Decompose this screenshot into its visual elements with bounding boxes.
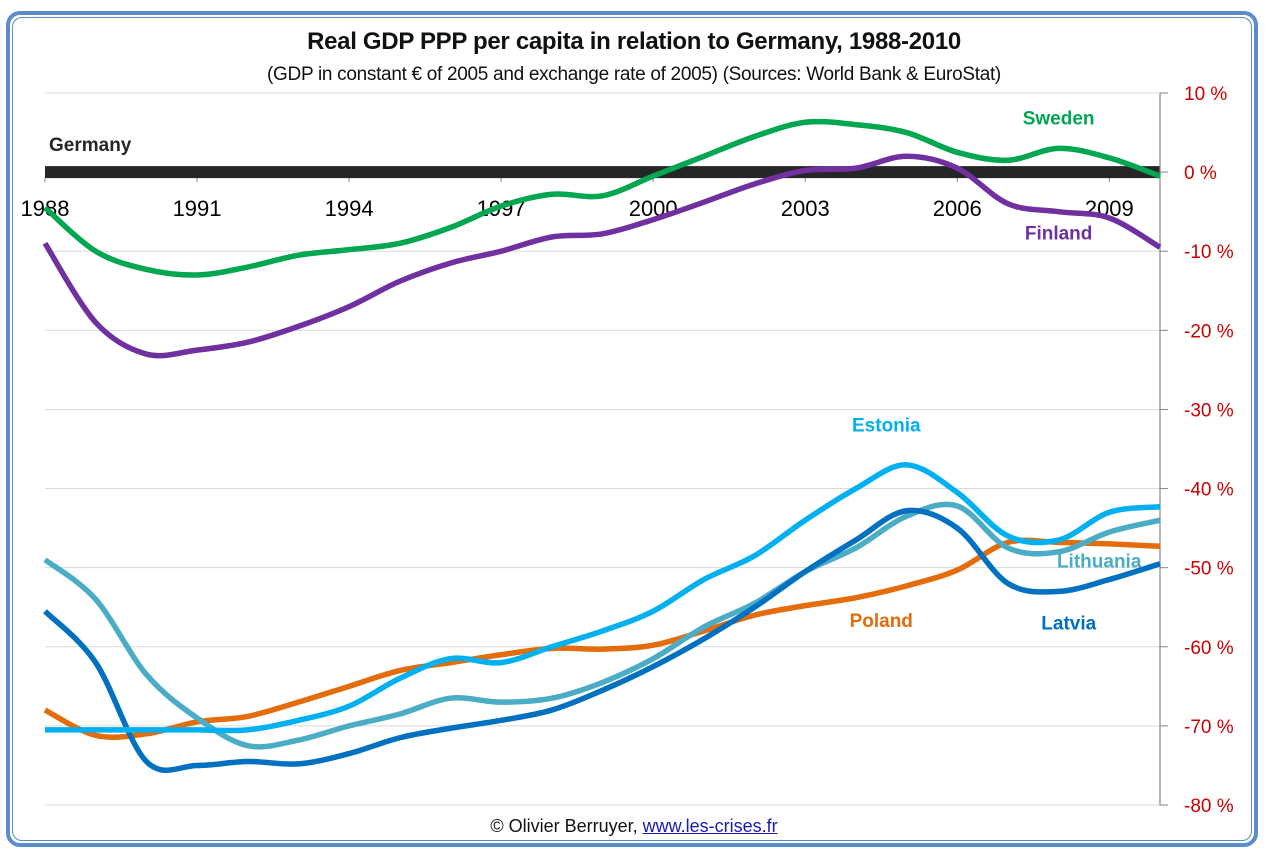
footer-credit: © Olivier Berruyer, www.les-crises.fr — [0, 816, 1268, 837]
website-link[interactable]: www.les-crises.fr — [642, 816, 778, 836]
chart-subtitle: (GDP in constant € of 2005 and exchange … — [267, 64, 1001, 85]
x-tick-label: 2003 — [781, 196, 830, 221]
series-line-poland — [43, 537, 1161, 740]
y-axis: 10 % 0 % -10 % -20 % -30 % -40 % -50 % -60 % -70… — [1159, 84, 1234, 817]
x-tick-label: 2006 — [933, 196, 982, 221]
y-tick-label: 0 % — [1184, 163, 1217, 184]
gridlines — [45, 92, 1160, 806]
germany-baseline-group: Germany — [45, 135, 1160, 179]
y-tick-label: 10 % — [1184, 84, 1227, 105]
y-tick-label: -70 % — [1184, 717, 1234, 738]
series-label-latvia: Latvia — [1041, 613, 1096, 634]
series-lines — [42, 118, 1162, 774]
chart-title: Real GDP PPP per capita in relation to G… — [307, 28, 961, 55]
y-tick-label: -80 % — [1184, 796, 1234, 817]
y-tick-label: -30 % — [1184, 400, 1234, 421]
y-tick-label: -60 % — [1184, 638, 1234, 659]
series-line-latvia — [43, 507, 1161, 774]
series-label-poland: Poland — [850, 611, 913, 632]
y-tick-label: -40 % — [1184, 480, 1234, 501]
y-tick-label: -50 % — [1184, 559, 1234, 580]
series-label-sweden: Sweden — [1023, 109, 1095, 130]
y-tick-label: -20 % — [1184, 321, 1234, 342]
chart-frame-inner — [12, 17, 1252, 841]
y-tick-label: -10 % — [1184, 242, 1234, 263]
germany-baseline — [45, 166, 1160, 179]
series-line-sweden — [43, 118, 1161, 278]
x-axis: 1988 1991 1994 1997 2000 2003 2006 2009 — [21, 178, 1134, 221]
x-tick-label: 1994 — [325, 196, 374, 221]
series-label-lithuania: Lithuania — [1057, 552, 1142, 573]
series-labels: Sweden Finland Poland Lithuania Latvia Estoni… — [850, 109, 1142, 635]
copyright-text: © Olivier Berruyer, — [490, 816, 643, 836]
series-line-lithuania — [43, 501, 1161, 750]
series-label-finland: Finland — [1025, 223, 1093, 244]
series-label-estonia: Estonia — [852, 416, 921, 437]
chart-frame-outer — [6, 11, 1258, 847]
x-tick-label: 1991 — [173, 196, 222, 221]
series-line-estonia — [45, 462, 1161, 734]
series-line-finland — [42, 153, 1162, 359]
germany-label: Germany — [49, 135, 132, 156]
